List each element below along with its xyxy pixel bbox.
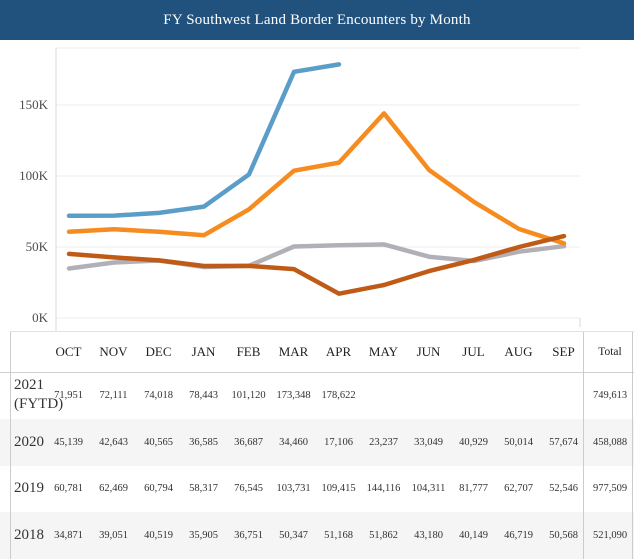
month-value-cell: 58,317 [189, 483, 218, 495]
column-header-jul: JUL [462, 343, 485, 359]
month-value-cell: 36,687 [234, 436, 263, 448]
table-header-row: OCT NOV DEC JAN FEB MAR APR MAY JUN JUL AUG SEP Tota… [0, 331, 634, 372]
y-axis-tick-label: 100K [19, 168, 48, 183]
total-value-cell: 458,088 [592, 436, 628, 448]
row-year-label: 2019 [0, 479, 46, 498]
table-top-border [10, 331, 634, 332]
total-value-cell: 521,090 [592, 530, 628, 542]
month-value-cell: 81,777 [459, 483, 488, 495]
month-value-cell: 76,545 [234, 483, 263, 495]
table-header-underline [0, 372, 634, 373]
month-value-cell: 62,469 [99, 483, 128, 495]
month-value-cell: 33,049 [414, 436, 443, 448]
month-value-cell: 74,018 [144, 389, 173, 401]
column-header-jun: JUN [416, 343, 441, 359]
month-value-cell: 101,120 [231, 389, 266, 401]
column-header-jan: JAN [191, 343, 216, 359]
month-value-cell: 78,443 [189, 389, 218, 401]
month-value-cell: 46,719 [504, 530, 533, 542]
series-line-2019[interactable] [66, 111, 567, 246]
column-header-aug: AUG [504, 343, 533, 359]
month-value-cell: 103,731 [276, 483, 311, 495]
table-row-2019: 2019 60,781 62,469 60,794 58,317 76,545 103,73… [0, 466, 634, 513]
column-header-mar: MAR [278, 343, 309, 359]
y-axis-tick-label: 50K [25, 239, 48, 254]
year-text: 2020 [14, 433, 44, 450]
month-value-cell: 52,546 [549, 483, 578, 495]
column-header-oct: OCT [55, 343, 82, 359]
table-row-2018: 2018 34,871 39,051 40,519 35,905 36,751 50,347… [0, 512, 634, 559]
month-value-cell: 62,707 [504, 483, 533, 495]
total-value-cell: 977,509 [592, 483, 628, 495]
page-title: FY Southwest Land Border Encounters by M… [163, 11, 471, 28]
year-suffix-text: (FYTD) [14, 396, 64, 413]
month-value-cell: 109,415 [321, 483, 356, 495]
month-value-cell: 40,519 [144, 530, 173, 542]
row-year-label: 2021 (FYTD) [0, 376, 64, 414]
month-value-cell: 50,568 [549, 530, 578, 542]
series-line-2020[interactable] [66, 233, 567, 296]
y-axis-tick-label: 0K [32, 310, 48, 325]
month-value-cell: 72,111 [99, 389, 128, 401]
year-text: 2019 [14, 480, 44, 497]
month-value-cell: 23,237 [369, 436, 398, 448]
month-value-cell: 43,180 [414, 530, 443, 542]
month-value-cell: 50,014 [504, 436, 533, 448]
row-year-label: 2018 [0, 526, 46, 545]
month-value-cell: 40,929 [459, 436, 488, 448]
column-header-nov: NOV [99, 343, 128, 359]
year-text: 2021 [14, 377, 44, 394]
column-header-feb: FEB [236, 343, 261, 359]
month-value-cell: 51,862 [369, 530, 398, 542]
column-header-dec: DEC [145, 343, 172, 359]
title-bar: FY Southwest Land Border Encounters by M… [0, 0, 634, 40]
row-year-label: 2020 [0, 433, 46, 452]
total-column-left-border [583, 332, 584, 559]
data-table: OCT NOV DEC JAN FEB MAR APR MAY JUN JUL AUG SEP Tota… [0, 331, 634, 559]
month-value-cell: 104,311 [411, 483, 446, 495]
table-row-2021: 2021 (FYTD) 71,951 72,111 74,018 78,443 101,12… [0, 372, 634, 419]
month-value-cell: 39,051 [99, 530, 128, 542]
encounters-line-chart [55, 47, 581, 331]
month-value-cell: 45,139 [54, 436, 83, 448]
y-axis-tick-label: 150K [19, 97, 48, 112]
total-value-cell: 749,613 [592, 389, 628, 401]
month-value-cell: 60,781 [54, 483, 83, 495]
month-value-cell: 51,168 [324, 530, 353, 542]
month-value-cell: 144,116 [366, 483, 401, 495]
table-body: 2021 (FYTD) 71,951 72,111 74,018 78,443 101,12… [0, 372, 634, 559]
year-text: 2018 [14, 527, 44, 544]
month-value-cell: 178,622 [321, 389, 356, 401]
month-value-cell: 71,951 [54, 389, 83, 401]
month-value-cell: 173,348 [276, 389, 311, 401]
column-header-sep: SEP [552, 343, 575, 359]
month-value-cell: 57,674 [549, 436, 578, 448]
month-value-cell: 35,905 [189, 530, 218, 542]
month-value-cell: 40,149 [459, 530, 488, 542]
month-value-cell: 36,751 [234, 530, 263, 542]
table-right-border [632, 332, 633, 559]
series-line-2021[interactable] [66, 62, 342, 219]
month-value-cell: 17,106 [324, 436, 353, 448]
month-value-cell: 40,565 [144, 436, 173, 448]
month-value-cell: 42,643 [99, 436, 128, 448]
column-header-apr: APR [325, 343, 352, 359]
table-row-2020: 2020 45,139 42,643 40,565 36,585 36,687 34,460… [0, 418, 634, 466]
month-value-cell: 50,347 [279, 530, 308, 542]
table-left-border [10, 332, 11, 559]
month-value-cell: 36,585 [189, 436, 218, 448]
chart-area: 0K 50K 100K 150K [0, 40, 634, 332]
column-header-total: Total [598, 345, 622, 358]
month-value-cell: 34,460 [279, 436, 308, 448]
column-header-may: MAY [368, 343, 399, 359]
month-value-cell: 60,794 [144, 483, 173, 495]
month-value-cell: 34,871 [54, 530, 83, 542]
